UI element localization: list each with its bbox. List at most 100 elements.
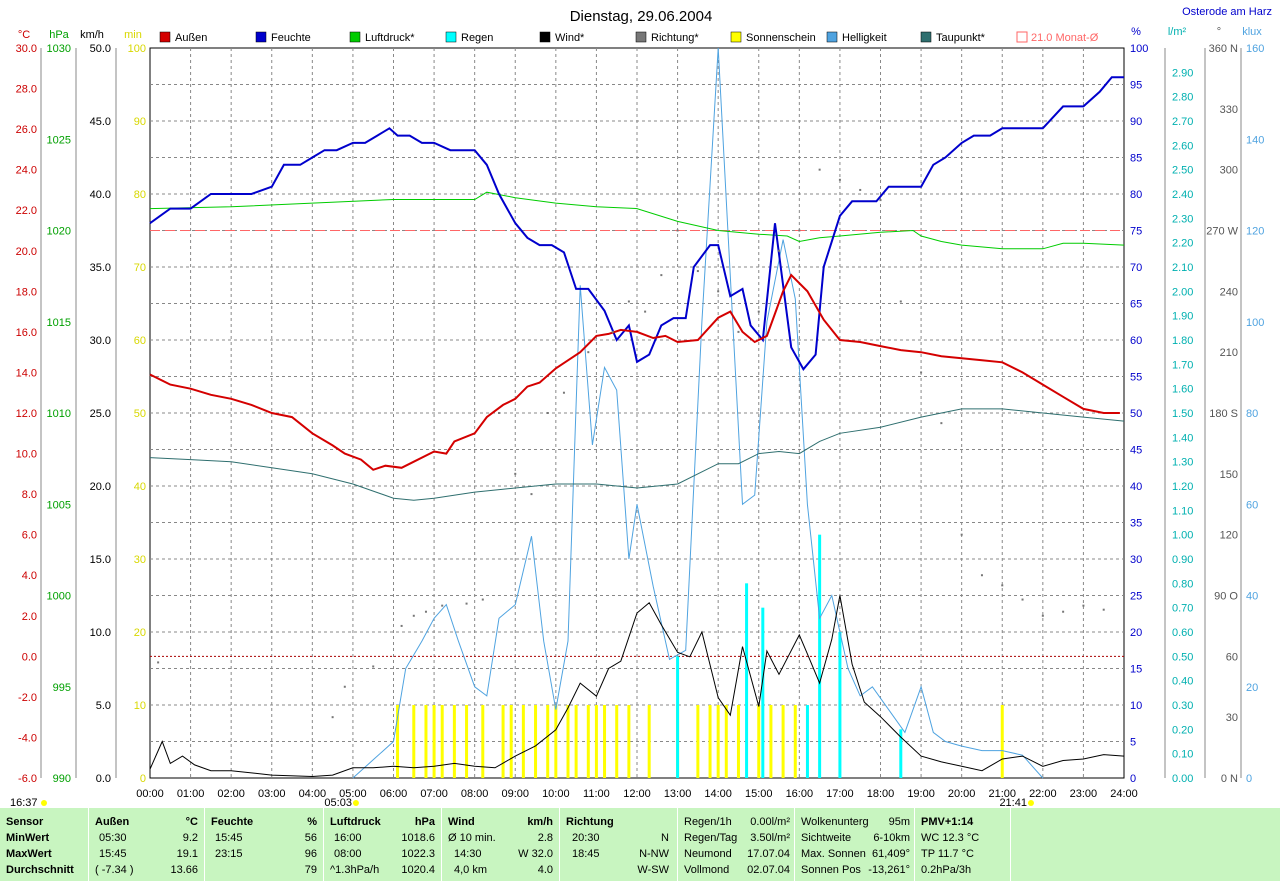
tick-label: 40 — [1246, 591, 1258, 603]
x-tick-label: 16:00 — [786, 788, 814, 800]
wind-label-avg: Ø 10 min. — [448, 832, 496, 844]
tick-label: 40 — [1130, 481, 1142, 493]
sunshine-bar — [452, 705, 456, 778]
direction-dot — [343, 685, 346, 688]
x-tick-label: 10:00 — [542, 788, 570, 800]
direction-dot — [331, 716, 334, 719]
direction-dot — [562, 391, 565, 394]
legend-label-month: 21.0 Monat-Ø — [1031, 32, 1099, 44]
rain-axis: 2.90 2.80 2.70 2.60 2.50 2.40 2.30 2.20 2.10 2.00… — [1164, 48, 1193, 785]
legend-label: Regen — [461, 32, 493, 44]
rain-bar — [761, 607, 765, 778]
stats-footer: Sensor MinWert MaxWert Durchschnitt Auße… — [0, 808, 1280, 881]
rain-bar — [745, 583, 749, 778]
wind-unit: km/h — [80, 29, 104, 41]
wind-max: W 32.0 — [518, 848, 553, 860]
luftdruck-header: Luftdruck — [330, 816, 381, 828]
tick-label: 75 — [1130, 226, 1142, 238]
tick-label: 1030 — [47, 43, 71, 55]
footer-feuchte: Feuchte% 15:45 56 23:15 96 79 — [205, 808, 323, 881]
pmv-line-2: WC 12.3 °C — [921, 832, 980, 844]
sunshine-bar — [615, 705, 619, 778]
temp-axis: 30.0 28.0 26.0 24.0 22.0 20.0 18.0 16.0 14.0 12.0… — [16, 43, 42, 785]
x-tick-label: 04:00 — [299, 788, 327, 800]
tick-label: 2.80 — [1172, 92, 1193, 104]
legend-label: Luftdruck* — [365, 32, 415, 44]
direction-dot — [838, 178, 841, 181]
max-sonnen-value: 61,409° — [871, 848, 910, 860]
tick-label: 90 O — [1214, 591, 1238, 603]
direction-dot — [1102, 608, 1105, 611]
footer-pmv: PMV+1:14 WC 12.3 °C TP 11.7 °C 0.2hPa/3h — [915, 808, 1010, 881]
sunset-label: 21:41 — [999, 797, 1027, 808]
footer-richtung: Richtung 20:30 N 18:45 N-NW W-SW — [560, 808, 677, 881]
rain-bar — [899, 729, 903, 778]
sensor-row-avg: Durchschnitt — [6, 864, 74, 876]
legend-swatch — [349, 31, 361, 43]
neumond-label: Neumond — [684, 848, 732, 860]
neumond-date: 17.07.04 — [747, 848, 790, 860]
sunshine-bar — [647, 705, 651, 778]
pressure-unit: hPa — [49, 29, 69, 41]
wind-header: Wind — [448, 816, 475, 828]
footer-aussen: Außen °C 05:30 9.2 15:45 19.1 ( -7.34 ) 13.6… — [89, 808, 204, 881]
sunshine-bar — [412, 705, 416, 778]
footer-luftdruck: Luftdruck hPa 16:00 1018.6 08:00 1022.3 ^1.… — [324, 808, 441, 881]
tick-label: 40.0 — [90, 189, 111, 201]
sunshine-bar — [465, 705, 469, 778]
tick-label: 0.60 — [1172, 627, 1193, 639]
tick-label: 360 N — [1209, 43, 1238, 55]
sunshine-bar — [546, 705, 550, 778]
max-sonnen-label: Max. Sonnen — [801, 848, 866, 860]
direction-dot — [676, 229, 679, 232]
pmv-line-1: PMV+1:14 — [921, 816, 974, 828]
legend-label: Wind* — [555, 32, 585, 44]
tick-label: -4.0 — [18, 732, 37, 744]
wind-unit: km/h — [527, 816, 553, 828]
tick-label: 50.0 — [90, 43, 111, 55]
vollmond-date: 02.07.04 — [747, 864, 790, 876]
richtung-value-2: N-NW — [639, 848, 669, 860]
richtung-time-1: 20:30 — [572, 832, 600, 844]
pressure-line — [149, 191, 1125, 250]
sun-markers: 05:03 21:41 16:37 — [10, 797, 1034, 808]
direction-dot — [424, 610, 427, 613]
tick-label: 270 W — [1206, 226, 1238, 238]
tick-label: 10 — [134, 700, 146, 712]
legend-label: Sonnenschein — [746, 32, 816, 44]
tick-label: 120 — [1246, 226, 1264, 238]
feuchte-avg: 79 — [304, 864, 317, 876]
x-tick-label: 15:00 — [745, 788, 773, 800]
tick-label: 30 — [134, 554, 146, 566]
footer-wind: Wind km/h Ø 10 min. 2.8 14:30 W 32.0 4,0 km… — [442, 808, 559, 881]
x-tick-label: 03:00 — [258, 788, 286, 800]
tick-label: 45.0 — [90, 116, 111, 128]
x-tick-label: 05:00 — [339, 788, 367, 800]
tick-label: 1025 — [47, 134, 71, 146]
luftdruck-time-min: 16:00 — [334, 832, 362, 844]
tick-label: 65 — [1130, 299, 1142, 311]
direction-dot — [717, 290, 720, 293]
sunshine-bar — [708, 705, 712, 778]
direction-dot — [1062, 610, 1065, 613]
tick-label: 0 — [140, 773, 146, 785]
bar-layer — [396, 534, 1004, 778]
tick-label: 240 — [1220, 286, 1238, 298]
tick-label: 0.70 — [1172, 603, 1193, 615]
sunrise-label: 05:03 — [324, 797, 352, 808]
sichtweite-label: Sichtweite — [801, 832, 852, 844]
x-tick-label: 14:00 — [704, 788, 732, 800]
regen-label-tag: Regen/Tag — [684, 832, 738, 844]
x-tick-label: 00:00 — [136, 788, 164, 800]
tick-label: 210 — [1220, 347, 1238, 359]
brightness-axis: 160 140 120 100 80 60 40 20 0 — [1240, 43, 1264, 785]
sunshine-bar — [501, 705, 505, 778]
tick-label: 1015 — [47, 317, 71, 329]
footer-sensor: Sensor MinWert MaxWert Durchschnitt — [0, 808, 88, 881]
tick-label: 330 — [1220, 104, 1238, 116]
tick-label: 1.40 — [1172, 432, 1193, 444]
wind-distance: 4,0 km — [454, 864, 488, 876]
tick-label: 0.50 — [1172, 651, 1193, 663]
tick-label: 90 — [134, 116, 146, 128]
location-label: Osterode am Harz — [1182, 6, 1272, 18]
